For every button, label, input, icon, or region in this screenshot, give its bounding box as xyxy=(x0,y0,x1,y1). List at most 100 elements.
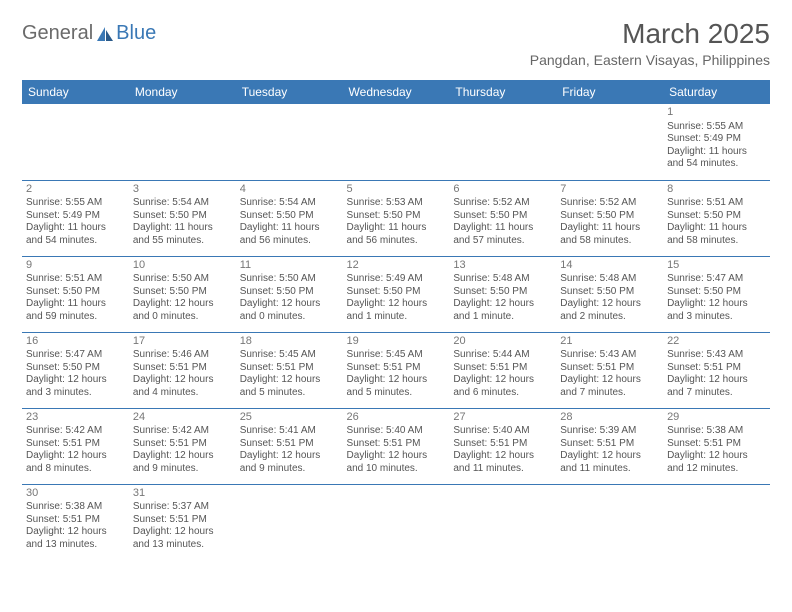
daylight-line: Daylight: 12 hours and 4 minutes. xyxy=(133,374,232,399)
daylight-line: Daylight: 11 hours and 57 minutes. xyxy=(453,222,552,247)
calendar-cell: 7Sunrise: 5:52 AMSunset: 5:50 PMDaylight… xyxy=(556,180,663,256)
calendar-cell: 3Sunrise: 5:54 AMSunset: 5:50 PMDaylight… xyxy=(129,180,236,256)
calendar-cell: 5Sunrise: 5:53 AMSunset: 5:50 PMDaylight… xyxy=(343,180,450,256)
calendar-cell xyxy=(236,484,343,560)
day-header: Saturday xyxy=(663,80,770,104)
sunset-line: Sunset: 5:50 PM xyxy=(560,286,659,299)
sunset-line: Sunset: 5:50 PM xyxy=(26,362,125,375)
sunset-line: Sunset: 5:51 PM xyxy=(133,362,232,375)
sunrise-line: Sunrise: 5:52 AM xyxy=(453,197,552,210)
sunrise-line: Sunrise: 5:45 AM xyxy=(347,349,446,362)
daylight-line: Daylight: 12 hours and 8 minutes. xyxy=(26,450,125,475)
sunrise-line: Sunrise: 5:48 AM xyxy=(560,273,659,286)
day-number: 16 xyxy=(26,335,125,349)
sunset-line: Sunset: 5:51 PM xyxy=(347,362,446,375)
sunrise-line: Sunrise: 5:44 AM xyxy=(453,349,552,362)
calendar-cell: 21Sunrise: 5:43 AMSunset: 5:51 PMDayligh… xyxy=(556,332,663,408)
page-title: March 2025 xyxy=(530,18,770,50)
daylight-line: Daylight: 11 hours and 58 minutes. xyxy=(667,222,766,247)
calendar-body: 1Sunrise: 5:55 AMSunset: 5:49 PMDaylight… xyxy=(22,104,770,560)
sunrise-line: Sunrise: 5:38 AM xyxy=(26,501,125,514)
calendar-cell: 15Sunrise: 5:47 AMSunset: 5:50 PMDayligh… xyxy=(663,256,770,332)
sunset-line: Sunset: 5:50 PM xyxy=(347,210,446,223)
calendar-cell xyxy=(22,104,129,180)
calendar-cell: 20Sunrise: 5:44 AMSunset: 5:51 PMDayligh… xyxy=(449,332,556,408)
day-number: 28 xyxy=(560,411,659,425)
day-header: Wednesday xyxy=(343,80,450,104)
daylight-line: Daylight: 11 hours and 56 minutes. xyxy=(240,222,339,247)
sunset-line: Sunset: 5:50 PM xyxy=(26,286,125,299)
daylight-line: Daylight: 12 hours and 9 minutes. xyxy=(133,450,232,475)
sunrise-line: Sunrise: 5:42 AM xyxy=(26,425,125,438)
daylight-line: Daylight: 12 hours and 11 minutes. xyxy=(560,450,659,475)
daylight-line: Daylight: 12 hours and 13 minutes. xyxy=(133,526,232,551)
sunrise-line: Sunrise: 5:49 AM xyxy=(347,273,446,286)
sunrise-line: Sunrise: 5:50 AM xyxy=(240,273,339,286)
day-header: Sunday xyxy=(22,80,129,104)
daylight-line: Daylight: 11 hours and 54 minutes. xyxy=(667,146,766,171)
day-number: 2 xyxy=(26,183,125,197)
day-number: 21 xyxy=(560,335,659,349)
sunrise-line: Sunrise: 5:48 AM xyxy=(453,273,552,286)
calendar-row: 9Sunrise: 5:51 AMSunset: 5:50 PMDaylight… xyxy=(22,256,770,332)
sunset-line: Sunset: 5:49 PM xyxy=(26,210,125,223)
title-block: March 2025 Pangdan, Eastern Visayas, Phi… xyxy=(530,18,770,68)
sunrise-line: Sunrise: 5:39 AM xyxy=(560,425,659,438)
calendar-row: 16Sunrise: 5:47 AMSunset: 5:50 PMDayligh… xyxy=(22,332,770,408)
day-number: 31 xyxy=(133,487,232,501)
calendar-cell xyxy=(556,484,663,560)
calendar-cell xyxy=(556,104,663,180)
sunrise-line: Sunrise: 5:46 AM xyxy=(133,349,232,362)
daylight-line: Daylight: 12 hours and 1 minute. xyxy=(453,298,552,323)
day-number: 1 xyxy=(667,106,766,120)
calendar-cell xyxy=(129,104,236,180)
daylight-line: Daylight: 11 hours and 55 minutes. xyxy=(133,222,232,247)
day-number: 19 xyxy=(347,335,446,349)
calendar-cell xyxy=(343,104,450,180)
daylight-line: Daylight: 12 hours and 1 minute. xyxy=(347,298,446,323)
day-number: 13 xyxy=(453,259,552,273)
day-header: Tuesday xyxy=(236,80,343,104)
sunset-line: Sunset: 5:50 PM xyxy=(453,286,552,299)
sunset-line: Sunset: 5:51 PM xyxy=(560,362,659,375)
day-header: Thursday xyxy=(449,80,556,104)
day-number: 11 xyxy=(240,259,339,273)
day-number: 29 xyxy=(667,411,766,425)
day-number: 14 xyxy=(560,259,659,273)
calendar-cell xyxy=(343,484,450,560)
daylight-line: Daylight: 12 hours and 7 minutes. xyxy=(560,374,659,399)
sunset-line: Sunset: 5:51 PM xyxy=(240,362,339,375)
calendar-table: Sunday Monday Tuesday Wednesday Thursday… xyxy=(22,80,770,560)
day-number: 22 xyxy=(667,335,766,349)
sunset-line: Sunset: 5:51 PM xyxy=(133,514,232,527)
daylight-line: Daylight: 12 hours and 10 minutes. xyxy=(347,450,446,475)
calendar-cell: 30Sunrise: 5:38 AMSunset: 5:51 PMDayligh… xyxy=(22,484,129,560)
sunset-line: Sunset: 5:50 PM xyxy=(560,210,659,223)
calendar-cell: 17Sunrise: 5:46 AMSunset: 5:51 PMDayligh… xyxy=(129,332,236,408)
sunrise-line: Sunrise: 5:41 AM xyxy=(240,425,339,438)
calendar-cell: 8Sunrise: 5:51 AMSunset: 5:50 PMDaylight… xyxy=(663,180,770,256)
sunset-line: Sunset: 5:51 PM xyxy=(26,514,125,527)
sunrise-line: Sunrise: 5:51 AM xyxy=(26,273,125,286)
logo-sail-icon xyxy=(96,26,114,42)
sunset-line: Sunset: 5:50 PM xyxy=(240,286,339,299)
sunrise-line: Sunrise: 5:37 AM xyxy=(133,501,232,514)
sunset-line: Sunset: 5:50 PM xyxy=(667,210,766,223)
daylight-line: Daylight: 11 hours and 56 minutes. xyxy=(347,222,446,247)
calendar-cell xyxy=(236,104,343,180)
sunrise-line: Sunrise: 5:47 AM xyxy=(667,273,766,286)
header: General Blue March 2025 Pangdan, Eastern… xyxy=(22,18,770,68)
sunset-line: Sunset: 5:51 PM xyxy=(453,438,552,451)
day-number: 25 xyxy=(240,411,339,425)
daylight-line: Daylight: 12 hours and 3 minutes. xyxy=(667,298,766,323)
calendar-cell: 9Sunrise: 5:51 AMSunset: 5:50 PMDaylight… xyxy=(22,256,129,332)
sunrise-line: Sunrise: 5:42 AM xyxy=(133,425,232,438)
sunrise-line: Sunrise: 5:43 AM xyxy=(560,349,659,362)
calendar-cell: 16Sunrise: 5:47 AMSunset: 5:50 PMDayligh… xyxy=(22,332,129,408)
sunset-line: Sunset: 5:50 PM xyxy=(133,286,232,299)
calendar-cell: 24Sunrise: 5:42 AMSunset: 5:51 PMDayligh… xyxy=(129,408,236,484)
day-number: 23 xyxy=(26,411,125,425)
sunset-line: Sunset: 5:50 PM xyxy=(667,286,766,299)
daylight-line: Daylight: 12 hours and 12 minutes. xyxy=(667,450,766,475)
daylight-line: Daylight: 12 hours and 3 minutes. xyxy=(26,374,125,399)
